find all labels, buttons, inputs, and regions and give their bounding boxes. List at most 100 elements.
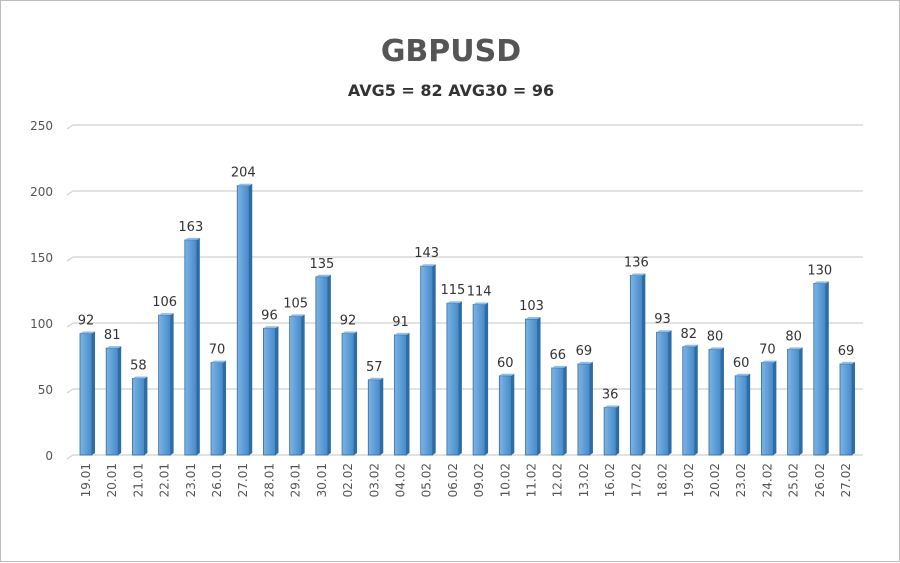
bar-side — [406, 332, 410, 455]
y-tick-label: 0 — [45, 449, 53, 463]
bar — [420, 265, 434, 456]
data-label: 80 — [707, 329, 724, 344]
x-tick-label: 09.02 — [472, 463, 486, 497]
x-tick-label: 06.02 — [446, 463, 460, 497]
x-tick-label: 19.01 — [79, 463, 93, 497]
bar-top — [525, 317, 541, 320]
bar-top — [682, 344, 698, 347]
x-tick-label: 05.02 — [420, 463, 434, 497]
x-tick-label: 24.02 — [760, 463, 774, 497]
bar — [446, 302, 460, 456]
gridline-tick — [66, 388, 74, 394]
bar-side — [799, 347, 803, 455]
bar-top — [106, 346, 122, 349]
bar-side — [327, 274, 331, 455]
bar — [236, 185, 250, 456]
data-label: 93 — [654, 312, 671, 327]
data-label: 115 — [440, 283, 465, 298]
bar — [289, 315, 303, 456]
bar-side — [642, 273, 646, 455]
x-tick-label: 27.02 — [839, 463, 853, 497]
y-tick-label: 250 — [30, 119, 53, 133]
bar-side — [694, 344, 698, 455]
bar-top — [368, 377, 384, 380]
bar-side — [825, 281, 829, 455]
x-tick-label: 26.01 — [210, 463, 224, 497]
bar-side — [668, 330, 672, 455]
bar — [629, 275, 643, 456]
bar — [682, 346, 696, 456]
bar — [263, 327, 276, 456]
data-label: 60 — [497, 356, 514, 371]
bar-side — [196, 237, 200, 455]
bar — [394, 334, 407, 456]
x-tick-label: 12.02 — [551, 463, 565, 497]
bar — [158, 314, 172, 456]
x-tick-label: 30.01 — [315, 463, 329, 497]
data-label: 135 — [309, 257, 334, 272]
bar-side — [170, 313, 174, 455]
bar-side — [223, 360, 227, 455]
data-label: 69 — [576, 344, 593, 359]
gridline-tick — [66, 454, 74, 460]
data-label: 81 — [104, 328, 121, 343]
bar-top — [499, 373, 515, 376]
x-tick-label: 11.02 — [525, 463, 539, 497]
bar — [708, 348, 722, 456]
x-tick-label: 20.02 — [708, 463, 722, 497]
x-tick-label: 10.02 — [498, 463, 512, 497]
x-tick-label: 18.02 — [656, 463, 670, 497]
bar-side — [747, 373, 751, 455]
bar — [525, 318, 538, 456]
bar-top — [656, 330, 672, 333]
data-label: 163 — [178, 220, 203, 235]
data-label: 143 — [414, 246, 439, 261]
bar-side — [485, 302, 489, 455]
data-label: 82 — [680, 327, 697, 342]
x-tick-label: 20.01 — [105, 463, 119, 497]
bar — [577, 363, 591, 456]
bar — [760, 362, 774, 456]
x-tick-label: 22.01 — [158, 463, 172, 497]
x-tick-label: 21.01 — [131, 463, 145, 497]
bar — [498, 375, 512, 456]
x-tick-label: 04.02 — [393, 463, 407, 497]
bar-top — [813, 281, 829, 284]
data-label: 80 — [785, 329, 802, 344]
bar-side — [275, 326, 279, 455]
bar-side — [380, 377, 384, 455]
x-tick-label: 19.02 — [682, 463, 696, 497]
data-label: 96 — [261, 308, 278, 323]
bar-top — [735, 373, 751, 376]
gridline-tick — [66, 190, 74, 196]
data-label: 60 — [733, 356, 750, 371]
bar-side — [92, 331, 95, 455]
bar-side — [458, 301, 462, 455]
gridline-tick — [66, 124, 74, 130]
bar-side — [118, 346, 122, 455]
data-label: 103 — [519, 299, 544, 314]
bar-side — [301, 314, 305, 455]
bar-top — [342, 331, 358, 334]
x-tick-label: 17.02 — [629, 463, 643, 497]
bar-top — [80, 331, 95, 334]
bar-top — [289, 314, 305, 317]
bar — [184, 239, 198, 456]
data-label: 36 — [602, 387, 619, 402]
bar-top — [132, 376, 148, 379]
data-label: 58 — [130, 358, 147, 373]
x-tick-label: 03.02 — [367, 463, 381, 497]
chart-subtitle: AVG5 = 82 AVG30 = 96 — [348, 81, 554, 100]
bar-side — [354, 331, 358, 455]
bar-top — [473, 302, 489, 305]
data-label: 57 — [366, 360, 383, 375]
bar — [787, 348, 800, 456]
y-tick-label: 150 — [30, 251, 53, 265]
data-label: 69 — [838, 344, 855, 359]
bar — [656, 331, 669, 456]
bar-side — [852, 361, 855, 455]
bar-side — [249, 183, 253, 455]
bar-top — [630, 273, 646, 276]
bar — [839, 363, 853, 456]
